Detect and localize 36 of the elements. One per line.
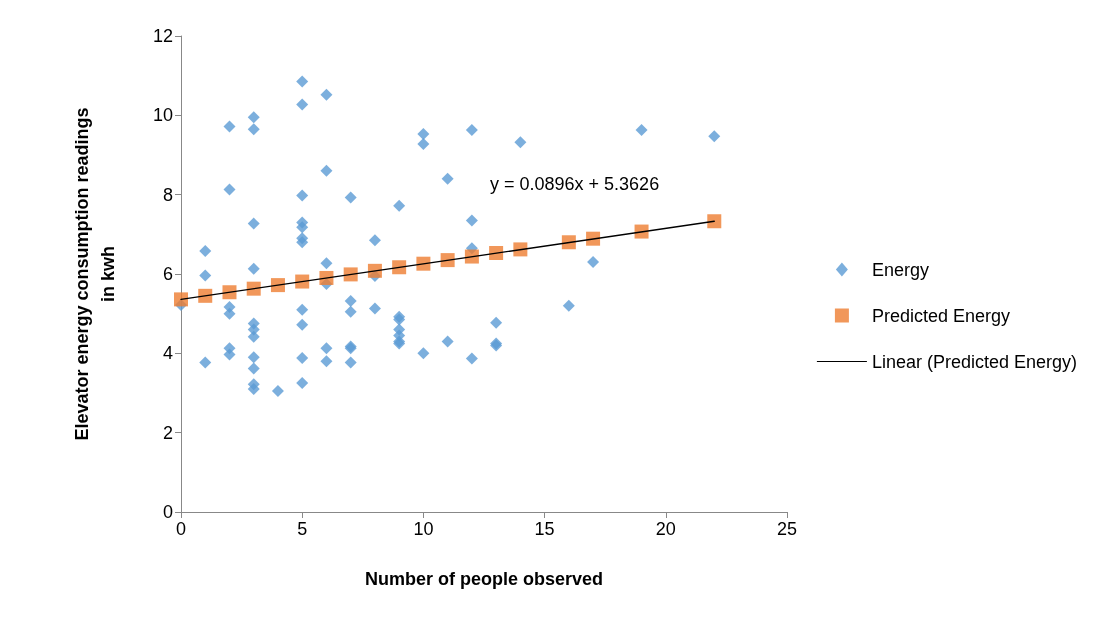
point	[392, 260, 407, 275]
point	[295, 274, 310, 289]
point	[270, 278, 285, 293]
legend-label: Linear (Predicted Energy)	[871, 351, 1078, 372]
point	[513, 242, 528, 257]
point	[464, 249, 479, 264]
point	[198, 288, 213, 303]
y-tick-label: 12	[152, 26, 173, 46]
point	[174, 292, 188, 307]
point	[561, 235, 576, 250]
legend-label: Predicted Energy	[871, 305, 1010, 326]
x-tick-label: 10	[413, 519, 434, 539]
point	[634, 224, 649, 239]
point	[440, 253, 455, 268]
legend-label: Energy	[871, 259, 929, 280]
y-tick-label: 6	[162, 264, 173, 284]
annotation: y = 0.0896x + 5.3626	[490, 174, 660, 194]
x-tick-label: 15	[534, 519, 555, 539]
x-tick-label: 25	[776, 519, 798, 539]
x-tick-label: 0	[175, 519, 187, 539]
x-axis-title: Number of people observed	[364, 569, 604, 589]
point	[246, 281, 261, 296]
y-tick-label: 10	[152, 105, 173, 126]
point	[319, 270, 334, 285]
point	[707, 214, 722, 229]
x-tick-label: 20	[655, 519, 676, 539]
y-tick-label: 0	[162, 502, 173, 522]
point	[222, 285, 237, 300]
y-tick-label: 4	[162, 343, 173, 364]
point	[586, 231, 601, 246]
point	[343, 267, 358, 282]
x-tick-label: 5	[297, 519, 308, 539]
y-tick-label: 2	[162, 422, 173, 443]
y-axis-title: Elevator energy consumption readings in kwh	[72, 107, 118, 441]
point	[367, 263, 382, 278]
y-tick-label: 8	[162, 184, 173, 205]
